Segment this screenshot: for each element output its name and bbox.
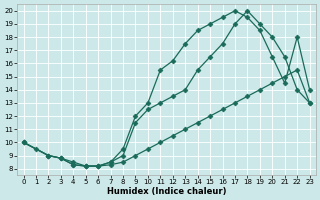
- X-axis label: Humidex (Indice chaleur): Humidex (Indice chaleur): [107, 187, 226, 196]
